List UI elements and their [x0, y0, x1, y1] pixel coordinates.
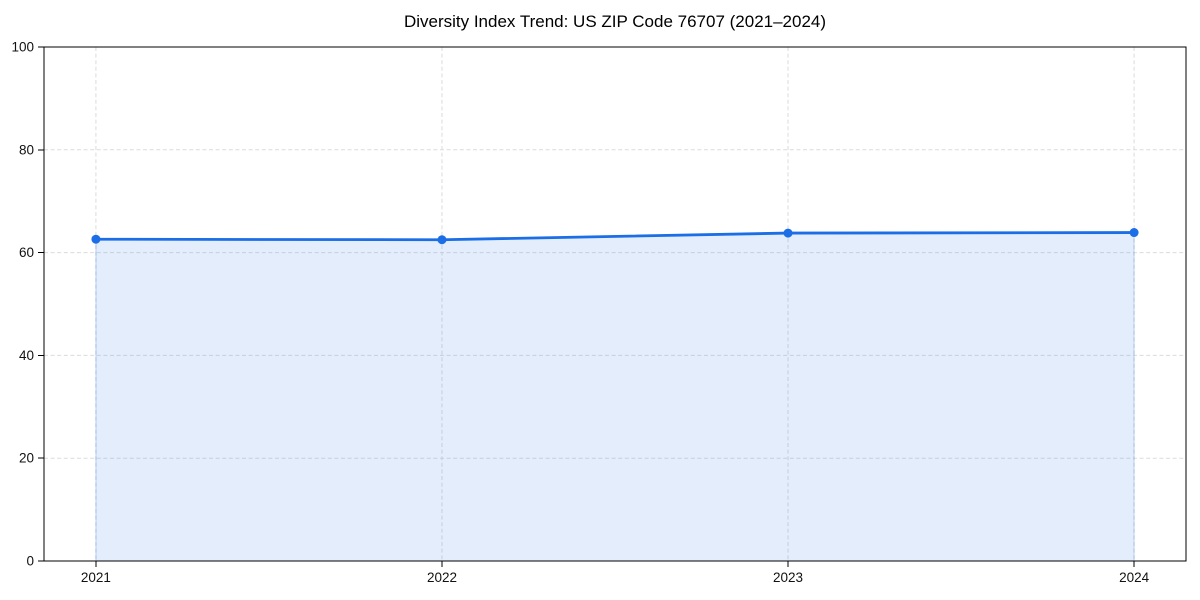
area-fill — [95, 232, 1135, 562]
data-point-2022 — [437, 235, 447, 245]
y-tick-label: 80 — [19, 142, 34, 157]
y-tick-label: 100 — [11, 40, 34, 55]
x-tick-label: 2024 — [1119, 570, 1150, 585]
y-tick-label: 0 — [26, 554, 34, 569]
x-tick-label: 2023 — [773, 570, 803, 585]
plot-border — [43, 46, 1187, 562]
trend-line — [94, 231, 1136, 242]
data-point-2023 — [783, 228, 793, 238]
chart-title: Diversity Index Trend: US ZIP Code 76707… — [403, 12, 827, 31]
y-tick-label: 40 — [19, 348, 34, 363]
x-tick-label: 2021 — [81, 570, 111, 585]
x-tick-label: 2022 — [427, 570, 457, 585]
y-tick-label: 20 — [19, 451, 34, 466]
data-point-2021 — [91, 234, 101, 244]
y-tick-label: 60 — [19, 245, 34, 260]
data-point-2024 — [1129, 228, 1139, 238]
